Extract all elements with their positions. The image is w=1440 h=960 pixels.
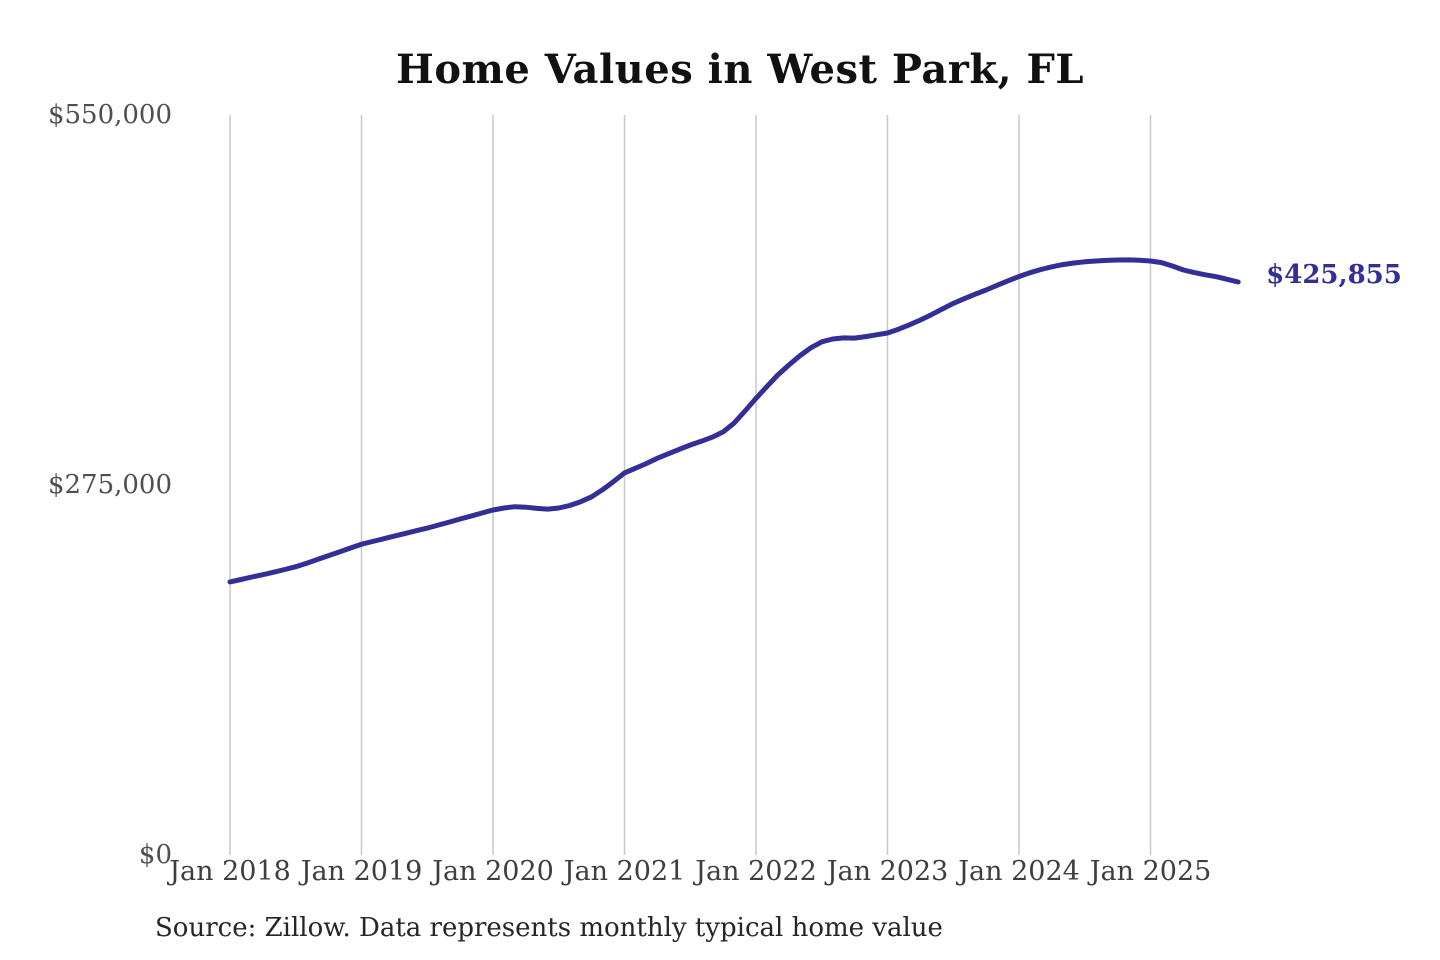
source-note: Source: Zillow. Data represents monthly … xyxy=(155,913,943,943)
chart-title: Home Values in West Park, FL xyxy=(396,46,1084,93)
y-axis-tick-label: $0 xyxy=(138,840,172,870)
x-axis-tick-label: Jan 2019 xyxy=(300,856,423,887)
x-axis-tick-label: Jan 2021 xyxy=(563,856,686,887)
home-value-line xyxy=(227,257,1241,585)
current-value-label: $425,855 xyxy=(1266,260,1402,291)
x-axis-tick-label: Jan 2024 xyxy=(958,856,1080,887)
y-axis-tick-label: $275,000 xyxy=(47,470,172,500)
x-axis-tick-label: Jan 2020 xyxy=(432,856,554,887)
x-axis-tick-label: Jan 2018 xyxy=(169,856,291,887)
x-axis-tick-label: Jan 2023 xyxy=(826,856,949,887)
x-axis-tick-label: Jan 2025 xyxy=(1089,856,1212,887)
x-axis-tick-label: Jan 2022 xyxy=(695,856,817,887)
y-axis-tick-label: $550,000 xyxy=(47,100,172,130)
